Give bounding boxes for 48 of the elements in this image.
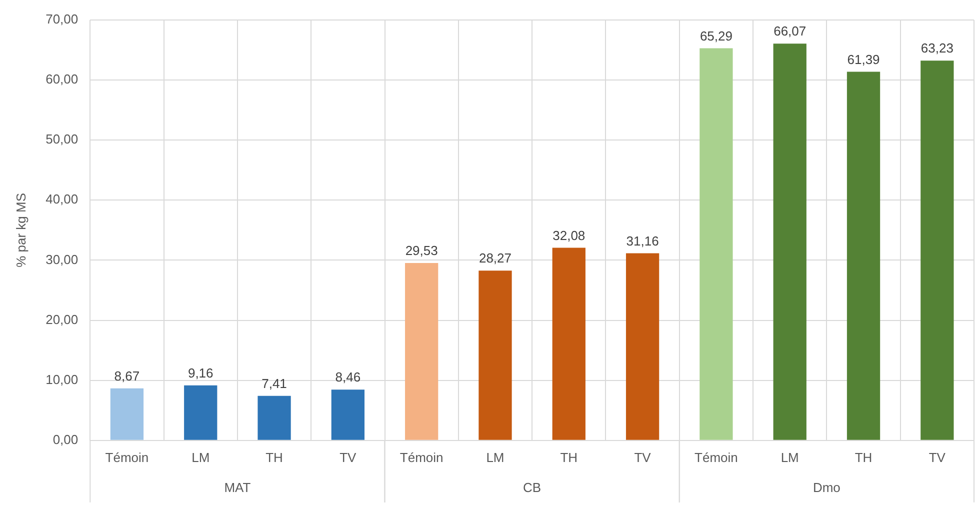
y-tick-label: 10,00 xyxy=(46,372,78,387)
x-tick-label: LM xyxy=(486,450,504,465)
data-label: 8,67 xyxy=(114,368,140,384)
y-tick-label: 30,00 xyxy=(46,252,78,267)
x-tick-label: Témoin xyxy=(105,450,149,465)
x-tick-label: LM xyxy=(780,450,799,465)
y-tick-label: 50,00 xyxy=(46,132,78,147)
data-label: 9,16 xyxy=(188,365,214,380)
text: CB xyxy=(523,480,542,495)
data-label: 63,23 xyxy=(920,40,954,56)
text: Dmo xyxy=(812,480,840,495)
bar xyxy=(846,72,880,440)
data-label: 28,27 xyxy=(478,250,512,266)
y-tick-label: 60,00 xyxy=(46,72,78,87)
bar xyxy=(184,385,218,440)
bar xyxy=(773,44,806,440)
x-tick-label: TH xyxy=(560,450,578,465)
bar xyxy=(552,248,586,440)
data-label: 66,07 xyxy=(774,24,806,39)
y-axis-title: % par kg MS xyxy=(13,192,28,268)
bar xyxy=(405,263,438,440)
data-label: 7,41 xyxy=(262,376,287,391)
data-label: 29,53 xyxy=(405,243,438,258)
data-label: 31,16 xyxy=(626,233,659,248)
bar xyxy=(110,388,144,440)
y-tick-label: 0,00 xyxy=(52,432,78,447)
x-tick-label: LM xyxy=(192,450,210,465)
bar xyxy=(920,60,954,440)
x-tick-label: TV xyxy=(634,450,652,465)
x-tick-label: TV xyxy=(340,450,357,465)
bar xyxy=(700,48,733,440)
bar xyxy=(626,253,660,440)
text: MAT xyxy=(224,480,251,495)
bar xyxy=(258,396,291,440)
x-tick-label: Témoin xyxy=(694,450,738,465)
y-tick-label: 70,00 xyxy=(46,12,78,27)
data-label: 61,39 xyxy=(847,52,880,67)
data-label: 8,46 xyxy=(335,370,361,385)
x-tick-label: TH xyxy=(854,450,872,465)
x-tick-label: TV xyxy=(928,450,946,465)
bar xyxy=(478,270,512,440)
x-tick-label: Témoin xyxy=(400,450,444,465)
data-label: 32,08 xyxy=(552,228,586,243)
bar xyxy=(331,390,364,440)
y-tick-label: 40,00 xyxy=(46,192,78,207)
x-tick-label: TH xyxy=(266,450,283,465)
y-tick-label: 20,00 xyxy=(46,312,78,327)
data-label: 65,29 xyxy=(700,28,732,44)
